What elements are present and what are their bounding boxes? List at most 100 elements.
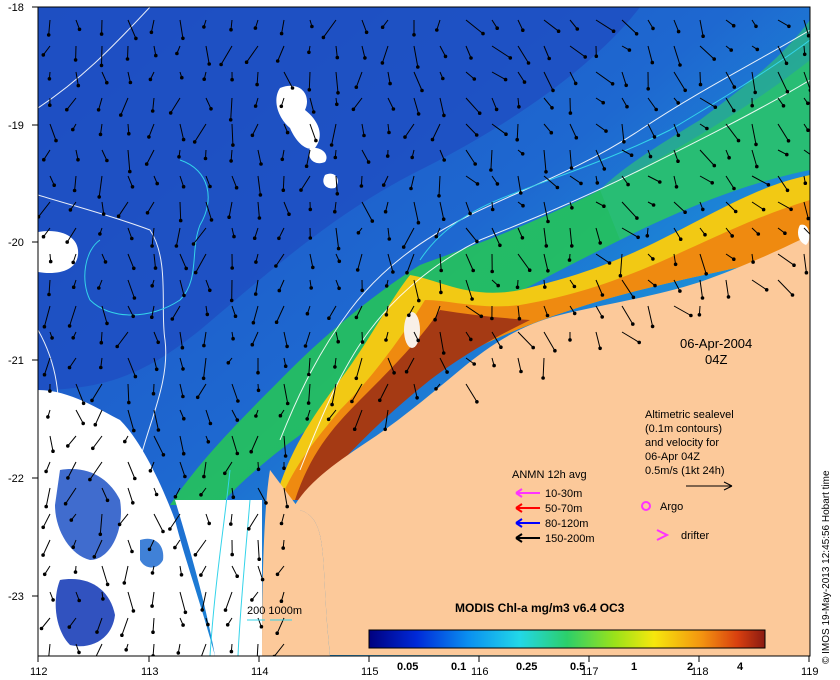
velocity-arrow-head [305,311,310,316]
velocity-arrow [127,45,129,60]
lat-tick-label: -20 [8,237,24,249]
velocity-arrow-head [209,218,214,222]
velocity-arrow-head [181,184,186,189]
velocity-arrow-head [420,88,424,93]
velocity-arrow-head [683,88,688,93]
velocity-arrow-head [490,269,495,274]
velocity-arrow-head [652,135,657,139]
velocity-arrow-head [168,527,172,531]
velocity-arrow [127,279,135,299]
velocity-arrow-head [311,265,315,270]
velocity-arrow-head [42,572,47,577]
velocity-arrow-head [128,80,133,85]
velocity-arrow [197,383,207,398]
velocity-arrow-head [481,31,485,36]
velocity-arrow-head [321,35,326,40]
lon-tick-label: 114 [251,666,269,678]
velocity-arrow-head [755,164,759,169]
velocity-arrow-head [119,113,123,117]
velocity-arrow [725,123,739,141]
velocity-arrow-head [517,316,522,321]
velocity-arrow [439,201,445,220]
velocity-arrow-head [549,130,554,135]
velocity-arrow-head [490,316,494,321]
velocity-arrow-head [629,153,634,157]
velocity-arrow [148,123,155,138]
velocity-arrow [116,331,129,347]
velocity-arrow-head [307,372,311,377]
velocity-arrow-head [637,340,642,345]
arrow-icon [515,533,523,543]
velocity-arrow-head [71,127,75,132]
velocity-arrow-head [567,258,572,262]
velocity-arrow-head [701,34,705,39]
velocity-arrow-head [93,422,98,427]
velocity-arrow [465,45,472,59]
velocity-arrow-head [700,296,705,300]
velocity-arrow-head [181,394,185,399]
velocity-arrow-head [285,130,290,135]
velocity-arrow [543,97,553,109]
velocity-arrow-head [207,521,211,526]
velocity-arrow [175,227,181,247]
velocity-arrow-head [314,138,318,143]
velocity-arrow-head [203,156,208,161]
velocity-arrow [281,19,285,34]
velocity-arrow-head [645,234,650,238]
velocity-arrow-head [232,234,236,239]
velocity-arrow-head [101,597,105,601]
velocity-arrow [43,149,51,160]
velocity-arrow [439,279,442,293]
altimetry-line: 06-Apr 04Z [645,451,700,463]
velocity-arrow-head [572,311,577,316]
velocity-arrow-head [333,155,338,160]
velocity-arrow [231,435,238,454]
velocity-arrow-head [192,140,197,144]
velocity-arrow [98,175,103,197]
colorbar-tick: 0.05 [397,661,418,673]
velocity-arrow [127,19,137,39]
velocity-arrow-head [380,25,385,30]
velocity-arrow-head [306,401,311,405]
velocity-arrow-head [521,203,525,208]
velocity-arrow-head [228,118,233,122]
velocity-arrow-head [732,186,736,191]
velocity-arrow-head [568,111,573,115]
velocity-arrow-head [51,449,55,454]
velocity-arrow-head [335,102,339,107]
velocity-arrow-head [150,244,154,248]
velocity-arrow-head [387,130,391,135]
velocity-arrow-head [364,30,369,35]
velocity-arrow-head [474,133,479,137]
velocity-arrow-head [183,474,187,479]
velocity-arrow-head [634,32,639,36]
velocity-arrow-head [253,292,258,296]
velocity-arrow-head [259,162,263,166]
velocity-arrow [335,175,338,194]
velocity-arrow-head [123,439,127,444]
velocity-arrow-head [676,101,681,105]
velocity-arrow-head [105,321,109,326]
velocity-arrow-head [96,108,101,112]
ocean-patch-1 [55,469,121,560]
velocity-arrow-head [410,155,415,160]
velocity-arrow [673,123,679,136]
arrow-icon [515,518,523,528]
velocity-arrow-head [66,476,70,480]
velocity-arrow-head [515,137,520,142]
velocity-arrow-head [47,292,51,297]
velocity-arrow-head [407,313,411,318]
velocity-arrow [309,97,315,113]
velocity-arrow-head [128,169,132,174]
velocity-arrow-head [174,244,179,248]
velocity-arrow-head [202,77,206,81]
cloud-north-3 [323,173,338,189]
mid-chl-band-north [600,20,810,240]
velocity-arrow [151,305,155,318]
velocity-arrow-head [180,345,185,350]
velocity-arrow-head [417,298,421,303]
velocity-arrow [179,175,185,187]
velocity-arrow-head [229,522,233,526]
velocity-arrow [725,97,735,111]
